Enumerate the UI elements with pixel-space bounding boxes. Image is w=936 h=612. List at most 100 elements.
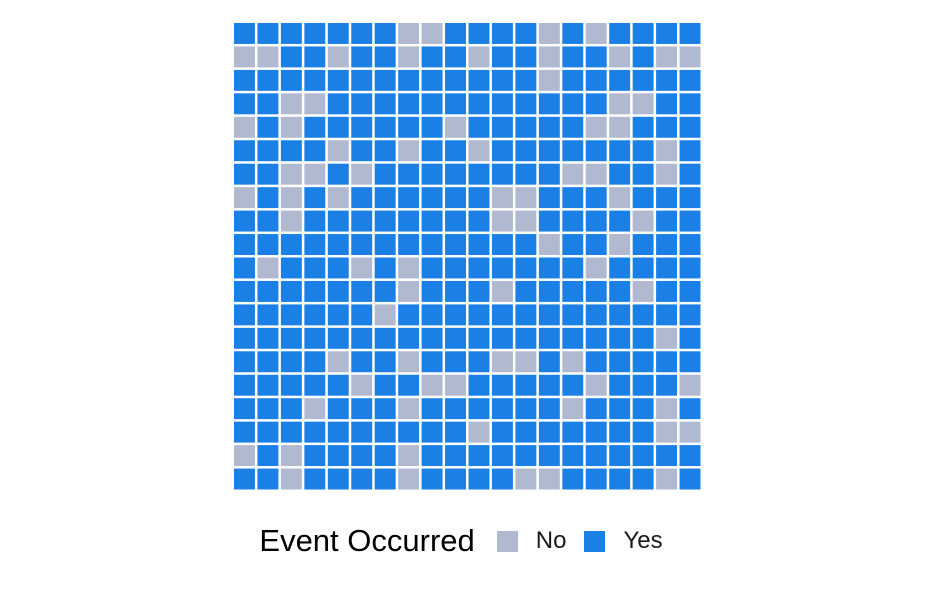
waffle-cell-yes bbox=[327, 163, 349, 185]
waffle-cell-yes bbox=[304, 445, 326, 467]
waffle-cell-no bbox=[398, 351, 420, 373]
waffle-cell-yes bbox=[515, 234, 537, 255]
waffle-cell-yes bbox=[468, 280, 490, 302]
waffle-cell-yes bbox=[562, 46, 584, 68]
waffle-cell-no bbox=[398, 280, 420, 302]
waffle-cell-yes bbox=[398, 421, 420, 443]
waffle-cell-yes bbox=[609, 280, 631, 302]
waffle-cell-yes bbox=[304, 116, 326, 138]
waffle-cell-yes bbox=[585, 421, 607, 443]
waffle-cell-no bbox=[398, 468, 420, 490]
waffle-cell-yes bbox=[398, 187, 420, 209]
waffle-cell-yes bbox=[445, 468, 466, 490]
waffle-cell-yes bbox=[491, 140, 513, 162]
waffle-cell-yes bbox=[445, 257, 466, 279]
waffle-cell-yes bbox=[538, 398, 560, 420]
waffle-cell-no bbox=[374, 304, 396, 326]
waffle-cell-yes bbox=[398, 116, 420, 138]
waffle-cell-yes bbox=[656, 304, 678, 326]
waffle-cell-yes bbox=[632, 69, 654, 91]
waffle-cell-yes bbox=[327, 327, 349, 349]
waffle-cell-yes bbox=[538, 351, 560, 373]
waffle-cell-yes bbox=[351, 140, 373, 162]
waffle-cell-yes bbox=[632, 116, 654, 138]
waffle-cell-yes bbox=[585, 46, 607, 68]
waffle-cell-yes bbox=[609, 351, 631, 373]
waffle-cell-yes bbox=[257, 421, 279, 443]
waffle-cell-yes bbox=[421, 351, 443, 373]
waffle-cell-yes bbox=[656, 445, 678, 467]
waffle-cell-no bbox=[609, 187, 631, 209]
waffle-cell-yes bbox=[280, 327, 302, 349]
waffle-cell-yes bbox=[257, 374, 279, 396]
waffle-cell-yes bbox=[280, 398, 302, 420]
waffle-cell-yes bbox=[585, 140, 607, 162]
waffle-cell-no bbox=[280, 445, 302, 467]
waffle-cell-no bbox=[538, 23, 560, 44]
waffle-cell-yes bbox=[327, 234, 349, 255]
waffle-cell-yes bbox=[656, 23, 678, 44]
waffle-cell-no bbox=[280, 468, 302, 490]
waffle-cell-no bbox=[632, 93, 654, 115]
waffle-cell-yes bbox=[234, 398, 255, 420]
waffle-cell-no bbox=[304, 93, 326, 115]
waffle-cell-yes bbox=[491, 327, 513, 349]
waffle-cell-yes bbox=[679, 187, 701, 209]
waffle-cell-yes bbox=[374, 46, 396, 68]
waffle-cell-yes bbox=[327, 210, 349, 232]
waffle-cell-yes bbox=[234, 93, 255, 115]
waffle-cell-yes bbox=[351, 280, 373, 302]
waffle-cell-yes bbox=[374, 187, 396, 209]
waffle-cell-yes bbox=[491, 445, 513, 467]
waffle-cell-yes bbox=[351, 327, 373, 349]
waffle-cell-yes bbox=[468, 445, 490, 467]
waffle-cell-yes bbox=[515, 116, 537, 138]
waffle-cell-no bbox=[398, 398, 420, 420]
waffle-cell-yes bbox=[374, 257, 396, 279]
waffle-cell-no bbox=[421, 23, 443, 44]
waffle-cell-yes bbox=[234, 421, 255, 443]
waffle-cell-yes bbox=[538, 374, 560, 396]
waffle-cell-yes bbox=[421, 93, 443, 115]
waffle-cell-yes bbox=[515, 445, 537, 467]
waffle-cell-yes bbox=[398, 93, 420, 115]
waffle-cell-yes bbox=[327, 257, 349, 279]
waffle-cell-yes bbox=[632, 234, 654, 255]
waffle-cell-yes bbox=[562, 257, 584, 279]
waffle-cell-yes bbox=[679, 210, 701, 232]
waffle-cell-no bbox=[398, 46, 420, 68]
waffle-cell-yes bbox=[585, 351, 607, 373]
waffle-cell-yes bbox=[327, 304, 349, 326]
waffle-cell-no bbox=[656, 327, 678, 349]
waffle-cell-yes bbox=[491, 234, 513, 255]
waffle-cell-yes bbox=[679, 327, 701, 349]
waffle-cell-yes bbox=[257, 468, 279, 490]
waffle-cell-yes bbox=[351, 421, 373, 443]
waffle-cell-yes bbox=[538, 187, 560, 209]
waffle-cell-yes bbox=[374, 69, 396, 91]
waffle-cell-no bbox=[445, 116, 466, 138]
waffle-cell-yes bbox=[609, 445, 631, 467]
waffle-cell-yes bbox=[515, 280, 537, 302]
waffle-cell-yes bbox=[304, 23, 326, 44]
waffle-cell-no bbox=[491, 351, 513, 373]
waffle-cell-yes bbox=[515, 163, 537, 185]
waffle-cell-no bbox=[679, 46, 701, 68]
waffle-cell-no bbox=[327, 351, 349, 373]
waffle-cell-yes bbox=[374, 210, 396, 232]
waffle-cell-yes bbox=[374, 398, 396, 420]
waffle-cell-yes bbox=[656, 234, 678, 255]
waffle-cell-yes bbox=[515, 257, 537, 279]
waffle-cell-yes bbox=[585, 69, 607, 91]
legend-entry-yes: Yes bbox=[584, 527, 663, 555]
waffle-cell-no bbox=[491, 210, 513, 232]
waffle-cell-no bbox=[656, 468, 678, 490]
waffle-cell-yes bbox=[257, 116, 279, 138]
waffle-cell-yes bbox=[445, 140, 466, 162]
waffle-cell-yes bbox=[445, 210, 466, 232]
waffle-cell-yes bbox=[351, 351, 373, 373]
waffle-cell-yes bbox=[491, 116, 513, 138]
waffle-cell-yes bbox=[679, 398, 701, 420]
waffle-cell-yes bbox=[398, 374, 420, 396]
waffle-cell-yes bbox=[304, 210, 326, 232]
